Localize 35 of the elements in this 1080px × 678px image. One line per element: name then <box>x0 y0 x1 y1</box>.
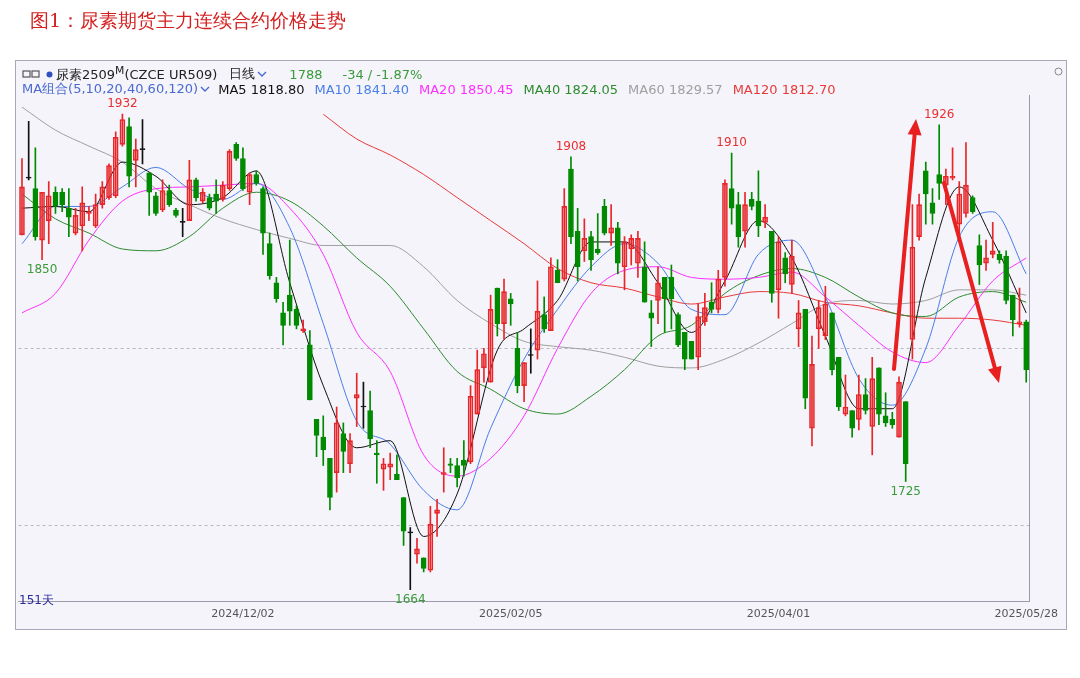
candlestick <box>25 120 32 181</box>
candlestick <box>286 239 293 326</box>
chart-subtitle: 尿素2509$^{M}$(CZCE UR509) <box>56 64 218 83</box>
annotation: 1910 <box>716 135 747 150</box>
annotation: 1926 <box>923 106 955 121</box>
candlestick <box>936 124 943 200</box>
text: MA120 1812.70 <box>732 81 836 97</box>
candlestick <box>407 527 414 591</box>
text: MA组合(5,10,20,40,60,120) <box>22 81 199 98</box>
text: MA60 1829.57 <box>628 81 723 97</box>
candlestick <box>66 188 72 237</box>
text: -34 / -1.87% <box>342 66 423 82</box>
annotation: 1932 <box>107 96 138 111</box>
x-tick-label: 2024/12/02 <box>211 607 275 621</box>
annotation: 1850 <box>26 261 58 276</box>
text: MA40 1824.05 <box>523 81 619 97</box>
text: 1788 <box>289 66 323 82</box>
candlestick <box>648 300 655 347</box>
x-tick-label: 2025/02/05 <box>479 607 543 621</box>
annotation: 1908 <box>555 138 587 153</box>
x-tick-label: 2025/05/28 <box>994 607 1058 621</box>
chart-title: 图1：尿素期货主力连续合约价格走势 <box>30 8 347 33</box>
candlestick <box>507 293 514 326</box>
text: 日线 <box>229 65 256 84</box>
text: MA5 1818.80 <box>218 81 305 97</box>
text: MA10 1841.40 <box>314 81 409 97</box>
annotation: 1664 <box>395 591 426 606</box>
candlestick <box>594 213 601 255</box>
candlestick <box>213 179 219 214</box>
text: 151天 <box>19 592 54 609</box>
annotation: 1725 <box>890 483 921 498</box>
text: MA20 1850.45 <box>419 81 514 97</box>
candlestick <box>461 440 467 477</box>
candlestick <box>394 454 400 481</box>
x-tick-label: 2025/04/01 <box>746 607 811 621</box>
